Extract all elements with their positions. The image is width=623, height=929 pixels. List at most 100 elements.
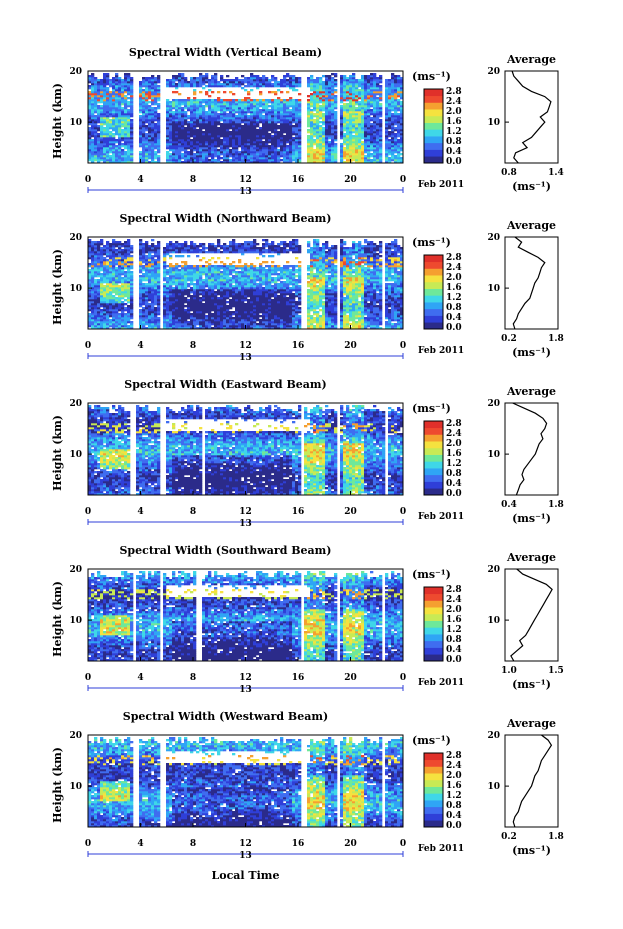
heatmap-cell bbox=[118, 327, 122, 330]
heatmap-cell bbox=[385, 141, 389, 144]
heatmap-cell bbox=[283, 105, 287, 108]
heatmap-cell bbox=[292, 133, 296, 136]
heatmap-cell bbox=[139, 281, 143, 284]
heatmap-cell bbox=[325, 155, 329, 158]
heatmap-cell bbox=[352, 157, 356, 160]
heatmap-cell bbox=[142, 97, 146, 100]
heatmap-cell bbox=[361, 77, 365, 80]
heatmap-cell bbox=[88, 141, 92, 144]
heatmap-cell bbox=[166, 301, 170, 304]
heatmap-cell bbox=[112, 253, 116, 256]
heatmap-cell bbox=[292, 153, 296, 156]
heatmap-cell bbox=[346, 119, 350, 122]
heatmap-cell bbox=[139, 95, 143, 98]
heatmap-cell bbox=[211, 131, 215, 134]
heatmap-cell bbox=[178, 125, 182, 128]
heatmap-cell bbox=[313, 89, 317, 92]
heatmap-cell bbox=[139, 321, 143, 324]
heatmap-cell bbox=[148, 77, 152, 80]
day-label: 13 bbox=[239, 187, 252, 197]
heatmap-cell bbox=[364, 83, 368, 86]
heatmap-cell bbox=[184, 107, 188, 110]
heatmap-cell bbox=[325, 129, 329, 132]
heatmap-cell bbox=[106, 303, 110, 306]
heatmap-cell bbox=[154, 281, 158, 284]
heatmap-cell bbox=[178, 151, 182, 154]
heatmap-cell bbox=[313, 103, 317, 106]
heatmap-cell bbox=[163, 309, 167, 312]
heatmap-cell bbox=[94, 309, 98, 312]
heatmap-cell bbox=[139, 141, 143, 144]
heatmap-cell bbox=[109, 147, 113, 150]
heatmap-cell bbox=[250, 111, 254, 114]
heatmap-cell bbox=[94, 149, 98, 152]
heatmap-cell bbox=[100, 251, 104, 254]
heatmap-cell bbox=[214, 109, 218, 112]
heatmap-cell bbox=[151, 131, 155, 134]
heatmap-cell bbox=[106, 87, 110, 90]
heatmap-cell bbox=[364, 155, 368, 158]
heatmap-cell bbox=[163, 265, 167, 268]
heatmap-cell bbox=[256, 109, 260, 112]
heatmap-cell bbox=[151, 317, 155, 320]
heatmap-cell bbox=[295, 149, 299, 152]
heatmap-cell bbox=[88, 239, 92, 242]
heatmap-cell bbox=[112, 89, 116, 92]
heatmap-cell bbox=[178, 129, 182, 132]
heatmap-cell bbox=[151, 143, 155, 146]
heatmap-cell bbox=[88, 101, 92, 104]
heatmap-cell bbox=[262, 99, 266, 102]
heatmap-cell bbox=[130, 147, 134, 150]
heatmap-cell bbox=[172, 149, 176, 152]
heatmap-cell bbox=[91, 311, 95, 314]
heatmap-cell bbox=[376, 111, 380, 114]
heatmap-cell bbox=[364, 113, 368, 116]
heatmap-cell bbox=[208, 119, 212, 122]
heatmap-cell bbox=[97, 137, 101, 140]
heatmap-cell bbox=[364, 149, 368, 152]
heatmap-cell bbox=[286, 139, 290, 142]
heatmap-cell bbox=[166, 273, 170, 276]
heatmap-cell bbox=[121, 85, 125, 88]
heatmap-cell bbox=[385, 149, 389, 152]
heatmap-cell bbox=[115, 309, 119, 312]
heatmap-cell bbox=[385, 101, 389, 104]
heatmap-cell bbox=[328, 83, 332, 86]
heatmap-cell bbox=[394, 89, 398, 92]
heatmap-cell bbox=[88, 75, 92, 78]
heatmap-cell bbox=[211, 133, 215, 136]
heatmap-cell bbox=[322, 159, 326, 162]
heatmap-cell bbox=[91, 161, 95, 164]
heatmap-cell bbox=[169, 81, 173, 84]
heatmap-cell bbox=[292, 149, 296, 152]
heatmap-cell bbox=[265, 117, 269, 120]
heatmap-cell bbox=[184, 113, 188, 116]
heatmap-cell bbox=[157, 305, 161, 308]
heatmap-cell bbox=[394, 119, 398, 122]
heatmap-cell bbox=[190, 159, 194, 162]
heatmap-cell bbox=[145, 77, 149, 80]
heatmap-cell bbox=[310, 79, 314, 82]
heatmap-cell bbox=[199, 73, 203, 76]
heatmap-cell bbox=[100, 295, 104, 298]
heatmap-cell bbox=[247, 81, 251, 84]
heatmap-cell bbox=[397, 139, 401, 142]
heatmap-cell bbox=[214, 123, 218, 126]
heatmap-cell bbox=[262, 103, 266, 106]
heatmap-cell bbox=[106, 317, 110, 320]
heatmap-cell bbox=[118, 307, 122, 310]
heatmap-cell bbox=[115, 97, 119, 100]
heatmap-cell bbox=[235, 135, 239, 138]
heatmap-cell bbox=[256, 123, 260, 126]
heatmap-cell bbox=[142, 145, 146, 148]
heatmap-cell bbox=[295, 115, 299, 118]
heatmap-cell bbox=[334, 161, 338, 164]
heatmap-cell bbox=[373, 127, 377, 130]
heatmap-cell bbox=[244, 131, 248, 134]
x-tick-label: 8 bbox=[190, 175, 196, 185]
heatmap-cell bbox=[103, 101, 107, 104]
heatmap-cell bbox=[148, 317, 152, 320]
heatmap-cell bbox=[94, 133, 98, 136]
heatmap-cell bbox=[112, 151, 116, 154]
heatmap-cell bbox=[166, 117, 170, 120]
